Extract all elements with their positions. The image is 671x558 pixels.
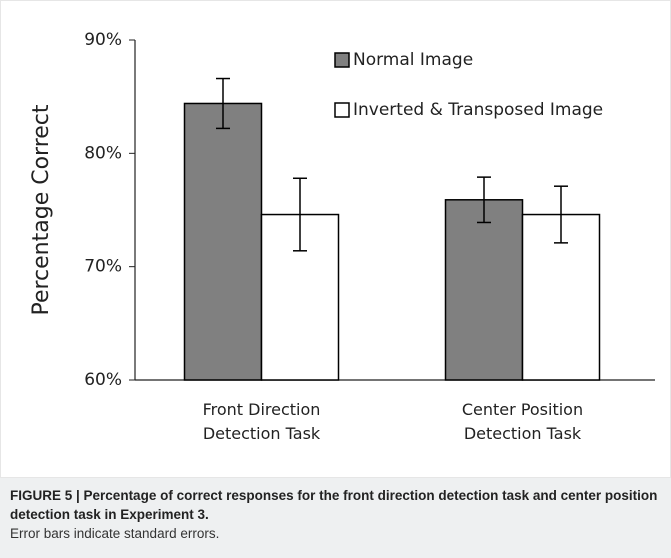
y-tick-label: 70% (84, 257, 122, 277)
caption: FIGURE 5 | Percentage of correct respons… (0, 478, 671, 558)
bar (183, 102, 263, 381)
caption-title: FIGURE 5 | Percentage of correct respons… (10, 488, 658, 522)
legend-swatch (334, 52, 350, 68)
bar (444, 199, 524, 381)
y-tick-label: 80% (84, 143, 122, 163)
y-tick-label: 60% (84, 370, 122, 390)
y-tick-label: 90% (84, 30, 122, 50)
caption-note: Error bars indicate standard errors. (10, 526, 220, 541)
chart: Percentage Correct 60% 70% 80% 90% Normal Im… (0, 0, 671, 478)
y-axis-label: Percentage Correct (29, 104, 54, 315)
x-tick-label: Center Position Detection Task (461, 400, 584, 443)
legend-label: Inverted & Transposed Image (353, 100, 603, 120)
x-tick-label: Front Direction Detection Task (202, 400, 321, 443)
legend-swatch (334, 102, 350, 118)
legend-label: Normal Image (353, 50, 473, 70)
